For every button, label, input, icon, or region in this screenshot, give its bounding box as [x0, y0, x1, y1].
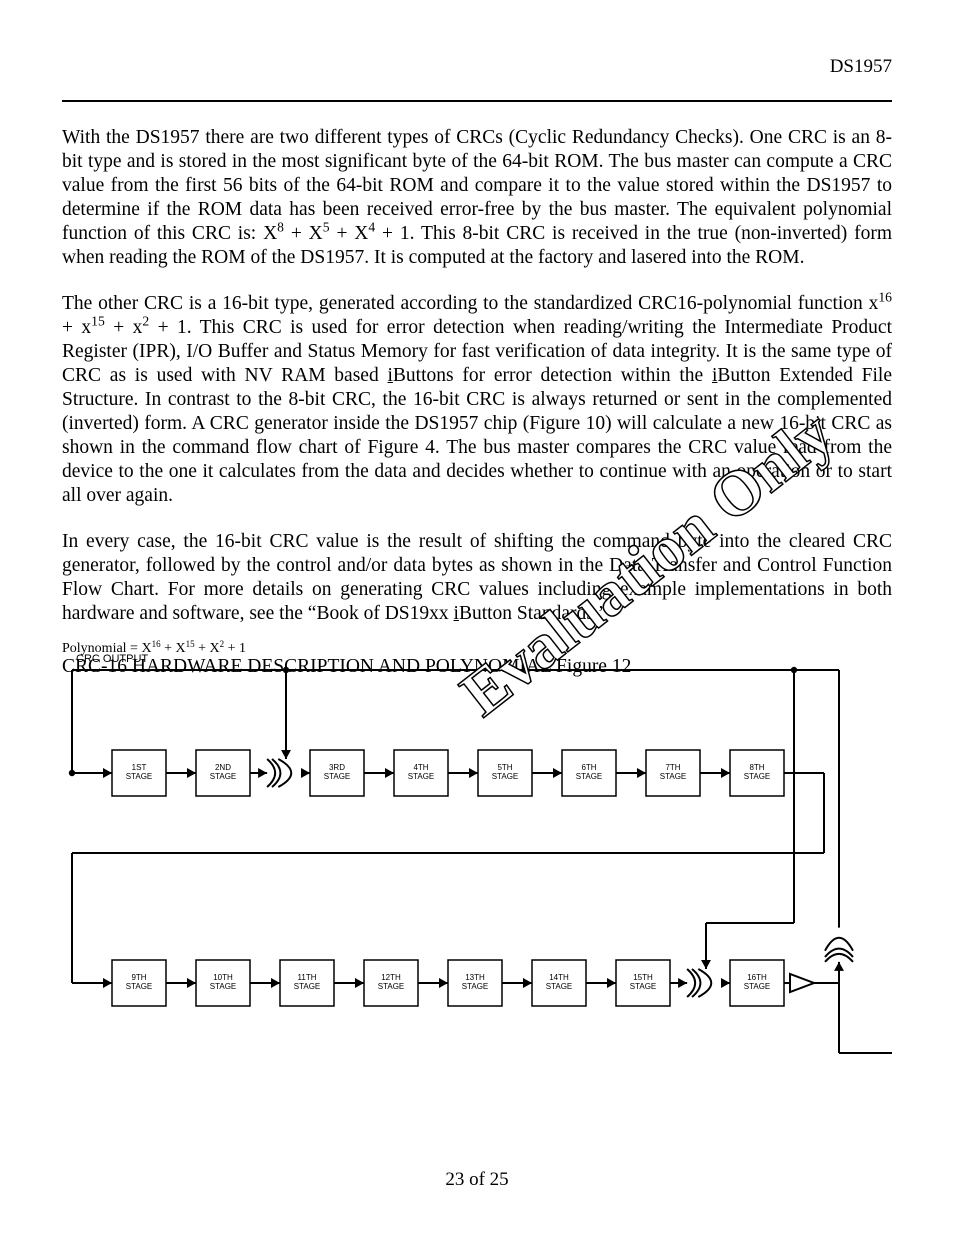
text: Button Standards.” [459, 603, 607, 624]
text: The other CRC is a 16-bit type, generate… [62, 293, 878, 314]
svg-text:12THSTAGE: 12THSTAGE [378, 973, 405, 991]
paragraph-2: The other CRC is a 16-bit type, generate… [62, 292, 892, 508]
page-footer: 23 of 25 [0, 1169, 954, 1191]
exp: 8 [277, 219, 284, 234]
crc-diagram: Polynomial = X16 + X15 + X2 + 11STSTAGE2… [62, 640, 892, 1100]
text: + x [105, 317, 143, 338]
crc-diagram-svg: Polynomial = X16 + X15 + X2 + 11STSTAGE2… [62, 640, 892, 1100]
header-rule [62, 100, 892, 102]
svg-text:CRC OUTPUT: CRC OUTPUT [76, 653, 148, 665]
exp: 16 [878, 289, 892, 304]
svg-text:11THSTAGE: 11THSTAGE [294, 973, 321, 991]
paragraph-1: With the DS1957 there are two different … [62, 126, 892, 270]
svg-text:14THSTAGE: 14THSTAGE [546, 973, 573, 991]
text: Buttons for error detection within the [393, 365, 712, 386]
svg-text:10THSTAGE: 10THSTAGE [210, 973, 237, 991]
text: + X [330, 223, 369, 244]
svg-text:13THSTAGE: 13THSTAGE [462, 973, 489, 991]
paragraph-3: In every case, the 16-bit CRC value is t… [62, 530, 892, 626]
exp: 5 [323, 219, 330, 234]
text: + X [284, 223, 323, 244]
exp: 15 [91, 313, 105, 328]
text: + x [62, 317, 91, 338]
header-device-id: DS1957 [62, 56, 892, 78]
svg-text:16THSTAGE: 16THSTAGE [744, 973, 771, 991]
svg-text:15THSTAGE: 15THSTAGE [630, 973, 657, 991]
